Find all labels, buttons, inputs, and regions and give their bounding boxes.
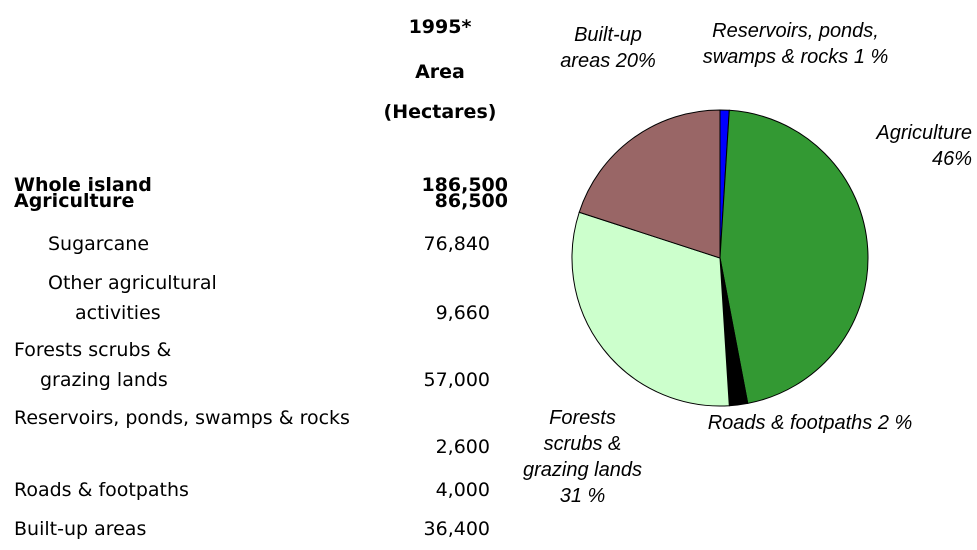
label-name: Roads & footpaths: [707, 412, 873, 434]
label-name: Forests scrubs & grazing lands: [523, 407, 642, 481]
row-value: 57,000: [423, 369, 490, 391]
slice-label: Built-up areas 20%: [548, 22, 668, 74]
label-name: Reservoirs, ponds, swamps & rocks: [702, 20, 879, 68]
pie-slice: [719, 109, 869, 404]
row-value: 76,840: [423, 233, 490, 255]
label-value: 31 %: [559, 485, 606, 507]
row-name: Other agricultural activities: [48, 272, 217, 324]
pie-slice: [571, 211, 730, 407]
row-value: 2,600: [435, 436, 490, 458]
slice-label: Reservoirs, ponds, swamps & rocks 1 %: [688, 18, 903, 70]
row-value: 4,000: [435, 479, 490, 501]
row-name: Whole island: [14, 174, 152, 196]
slice-label: Forests scrubs & grazing lands 31 %: [520, 405, 645, 509]
row-value: 186,500: [421, 174, 508, 196]
header: Area: [415, 61, 465, 83]
slice-label: Agriculture 46%: [850, 120, 972, 172]
row-value: 9,660: [435, 302, 490, 324]
label-value: 46%: [931, 148, 972, 170]
row-name: Roads & footpaths: [14, 479, 189, 501]
label-value: 2 %: [877, 412, 913, 434]
row-name: Built-up areas: [14, 518, 147, 540]
label-name: Built-up areas: [560, 24, 642, 72]
header: 1995*: [408, 16, 472, 38]
label-name: Agriculture: [876, 122, 972, 144]
row-name: Agriculture: [14, 190, 135, 212]
row-name: Forests scrubs & grazing lands: [14, 339, 172, 391]
slice-label: Roads & footpaths 2 %: [700, 410, 920, 436]
row-name: Sugarcane: [48, 233, 150, 255]
row-value: 86,500: [434, 190, 508, 212]
row-name: Reservoirs, ponds, swamps & rocks: [14, 407, 350, 429]
label-value: 20%: [615, 50, 656, 72]
row-value: 36,400: [423, 518, 490, 540]
header: (Hectares): [383, 101, 497, 123]
label-value: 1 %: [853, 46, 889, 68]
pie-slice: [578, 109, 721, 259]
